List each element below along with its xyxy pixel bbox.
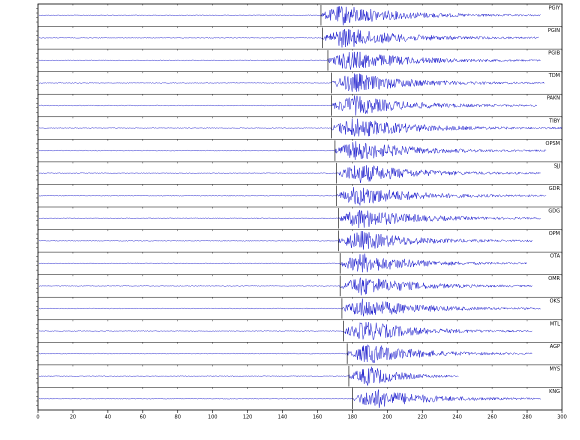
- station-label: PGIB: [548, 51, 560, 57]
- x-tick-label: 300: [557, 415, 567, 421]
- station-label: OKS: [550, 299, 560, 305]
- waveform: [38, 165, 541, 184]
- waveform: [39, 231, 533, 250]
- x-tick-label: 120: [243, 415, 253, 421]
- x-tick-label: 0: [36, 415, 39, 421]
- x-tick-label: 160: [313, 415, 323, 421]
- station-label: GDG: [548, 209, 560, 215]
- x-tick-label: 60: [140, 415, 146, 421]
- x-tick-label: 220: [417, 415, 427, 421]
- station-label: GDR: [549, 186, 561, 192]
- waveform: [38, 389, 541, 408]
- station-label: OMR: [548, 276, 560, 282]
- station-label: OTA: [550, 254, 561, 260]
- x-tick-label: 260: [487, 415, 497, 421]
- waveform: [38, 344, 533, 364]
- waveform: [38, 298, 541, 317]
- x-tick-label: 180: [348, 415, 358, 421]
- station-label: OPM: [549, 231, 560, 237]
- waveform: [38, 209, 541, 229]
- station-label: TIBY: [548, 118, 561, 124]
- x-tick-label: 240: [452, 415, 462, 421]
- x-tick-label: 20: [70, 415, 76, 421]
- waveform: [38, 118, 562, 137]
- waveform: [38, 28, 539, 48]
- x-tick-label: 100: [208, 415, 218, 421]
- station-label: KNG: [549, 389, 560, 395]
- station-label: PGIY: [549, 6, 561, 12]
- waveform: [38, 253, 528, 273]
- x-tick-label: 140: [278, 415, 288, 421]
- station-label: MTL: [550, 321, 560, 327]
- x-tick-label: 40: [105, 415, 111, 421]
- waveform: [39, 187, 547, 206]
- waveform: [38, 95, 538, 116]
- station-label: PAKN: [547, 96, 560, 102]
- station-label: AGP: [550, 344, 560, 350]
- waveform: [38, 276, 533, 296]
- x-tick-label: 280: [522, 415, 532, 421]
- waveform: [39, 141, 547, 160]
- station-label: PGIN: [548, 28, 560, 34]
- waveform: [38, 73, 545, 92]
- waveform: [38, 366, 459, 386]
- station-label: OPSM: [546, 141, 560, 147]
- station-label: TDM: [548, 73, 560, 79]
- waveform: [38, 5, 541, 26]
- x-tick-label: 80: [175, 415, 181, 421]
- waveform: [38, 322, 533, 341]
- station-label: MYS: [549, 366, 560, 372]
- x-tick-label: 200: [383, 415, 393, 421]
- waveform: [38, 51, 541, 70]
- station-label: SJJ: [554, 163, 560, 169]
